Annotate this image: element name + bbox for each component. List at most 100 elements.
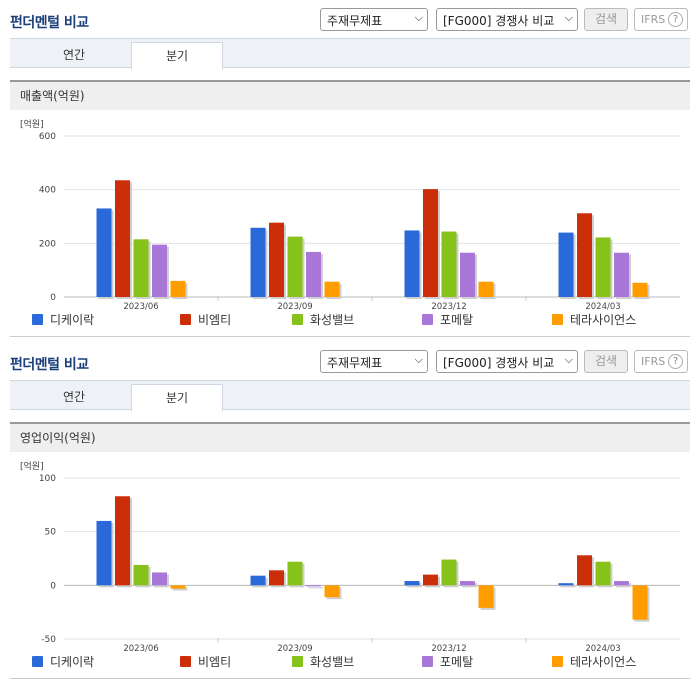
legend-label: 화성밸브 — [310, 655, 355, 669]
divider — [10, 678, 690, 679]
legend-label: 디케이락 — [50, 313, 95, 327]
legend-item[interactable]: 포메탈 — [422, 654, 473, 670]
bar — [614, 252, 629, 297]
peer-select-value: [FG000] 경쟁사 비교 — [443, 14, 555, 28]
section-title: 펀더멘털 비교 — [10, 357, 89, 373]
y-tick-label: 600 — [39, 132, 56, 142]
search-button[interactable]: 검색 — [584, 350, 628, 373]
legend-label: 화성밸브 — [310, 313, 355, 327]
legend-swatch — [292, 656, 303, 667]
chart-title: 영업이익(억원) — [10, 422, 690, 452]
bar — [269, 222, 284, 297]
legend-swatch — [422, 314, 433, 325]
bar — [614, 581, 629, 586]
bar — [595, 561, 611, 586]
period-tabs: 연간 분기 — [10, 38, 690, 70]
legend-swatch — [32, 656, 43, 667]
bar — [115, 180, 130, 297]
statement-select[interactable]: 주재무제표 ⌵ — [320, 350, 428, 373]
legend-swatch — [552, 314, 563, 325]
chart-legend: 디케이락 비엠티 화성밸브 포메탈 테라사이언스 — [32, 312, 682, 330]
legend-item[interactable]: 포메탈 — [422, 312, 473, 328]
fundamental-compare-revenue: 펀더멘털 비교 주재무제표 ⌵ [FG000] 경쟁사 비교 ⌵ 검색 IFRS… — [10, 8, 690, 337]
chevron-down-icon: ⌵ — [414, 353, 423, 366]
bar — [152, 244, 167, 297]
legend-label: 포메탈 — [440, 313, 474, 327]
bar-shadow — [172, 587, 188, 591]
bar — [133, 239, 149, 297]
bar — [460, 581, 475, 586]
divider — [10, 336, 690, 337]
bar — [96, 208, 112, 297]
tab-quarterly[interactable]: 분기 — [131, 384, 223, 412]
help-icon[interactable]: ? — [668, 12, 683, 27]
chevron-down-icon: ⌵ — [564, 11, 573, 24]
fundamental-compare-operating-income: 펀더멘털 비교 주재무제표 ⌵ [FG000] 경쟁사 비교 ⌵ 검색 IFRS… — [0, 342, 696, 684]
x-tick-label: 2023/12 — [431, 644, 466, 654]
legend-item[interactable]: 디케이락 — [32, 654, 94, 670]
ifrs-button[interactable]: IFRS ? — [634, 350, 688, 373]
y-tick-label: 400 — [39, 186, 56, 196]
legend-item[interactable]: 테라사이언스 — [552, 312, 636, 328]
legend-item[interactable]: 테라사이언스 — [552, 654, 636, 670]
bar — [96, 520, 112, 586]
ifrs-button[interactable]: IFRS ? — [634, 8, 688, 31]
bar — [478, 281, 494, 297]
legend-item[interactable]: 비엠티 — [180, 312, 231, 328]
help-icon[interactable]: ? — [668, 354, 683, 369]
x-tick-label: 2024/03 — [585, 302, 620, 312]
tab-annual[interactable]: 연간 — [62, 390, 86, 404]
bar — [250, 575, 266, 586]
bar-shadow — [308, 587, 323, 589]
chart-legend: 디케이락 비엠티 화성밸브 포메탈 테라사이언스 — [32, 654, 682, 672]
x-tick-label: 2023/12 — [431, 302, 466, 312]
bar — [404, 581, 420, 586]
legend-label: 테라사이언스 — [570, 313, 637, 327]
peer-select[interactable]: [FG000] 경쟁사 비교 ⌵ — [436, 350, 578, 373]
y-tick-label: 0 — [50, 293, 56, 303]
legend-label: 포메탈 — [440, 655, 474, 669]
y-tick-label: -50 — [41, 635, 56, 645]
x-tick-label: 2023/06 — [123, 302, 158, 312]
bar-shadow — [560, 585, 576, 588]
tab-annual[interactable]: 연간 — [62, 48, 86, 62]
legend-swatch — [180, 314, 191, 325]
bar — [287, 561, 303, 586]
bar — [306, 251, 321, 297]
y-tick-label: 0 — [50, 581, 56, 591]
search-button[interactable]: 검색 — [584, 8, 628, 31]
statement-select[interactable]: 주재무제표 ⌵ — [320, 8, 428, 31]
peer-select[interactable]: [FG000] 경쟁사 비교 ⌵ — [436, 8, 578, 31]
legend-item[interactable]: 디케이락 — [32, 312, 94, 328]
chevron-down-icon: ⌵ — [414, 11, 423, 24]
bar — [170, 585, 186, 589]
legend-swatch — [32, 314, 43, 325]
bar — [133, 564, 149, 586]
tab-quarterly[interactable]: 분기 — [131, 42, 223, 70]
x-tick-label: 2023/09 — [277, 302, 312, 312]
legend-label: 비엠티 — [198, 313, 232, 327]
legend-item[interactable]: 화성밸브 — [292, 654, 354, 670]
legend-item[interactable]: 화성밸브 — [292, 312, 354, 328]
bar — [577, 555, 592, 586]
bar — [404, 230, 420, 297]
bar — [441, 559, 457, 586]
y-tick-label: 100 — [39, 474, 56, 484]
revenue-bar-chart: 0 200 400 600 2023/06 2023/09 2023/12 2024/03 — [39, 132, 680, 312]
ifrs-label: IFRS — [641, 355, 666, 368]
bar — [460, 252, 475, 297]
operating-income-bar-chart: -50 0 50 100 2023/06 2023/09 2023/12 2024/03 — [39, 474, 680, 654]
bar — [152, 572, 167, 586]
legend-swatch — [552, 656, 563, 667]
bar — [423, 189, 438, 297]
bar — [441, 231, 457, 297]
bar — [324, 585, 340, 598]
legend-item[interactable]: 비엠티 — [180, 654, 231, 670]
bar — [306, 585, 321, 587]
bar — [558, 583, 574, 586]
chevron-down-icon: ⌵ — [564, 353, 573, 366]
x-tick-label: 2024/03 — [585, 644, 620, 654]
section-title: 펀더멘털 비교 — [10, 15, 89, 31]
bar — [632, 282, 648, 297]
bar — [250, 227, 266, 297]
